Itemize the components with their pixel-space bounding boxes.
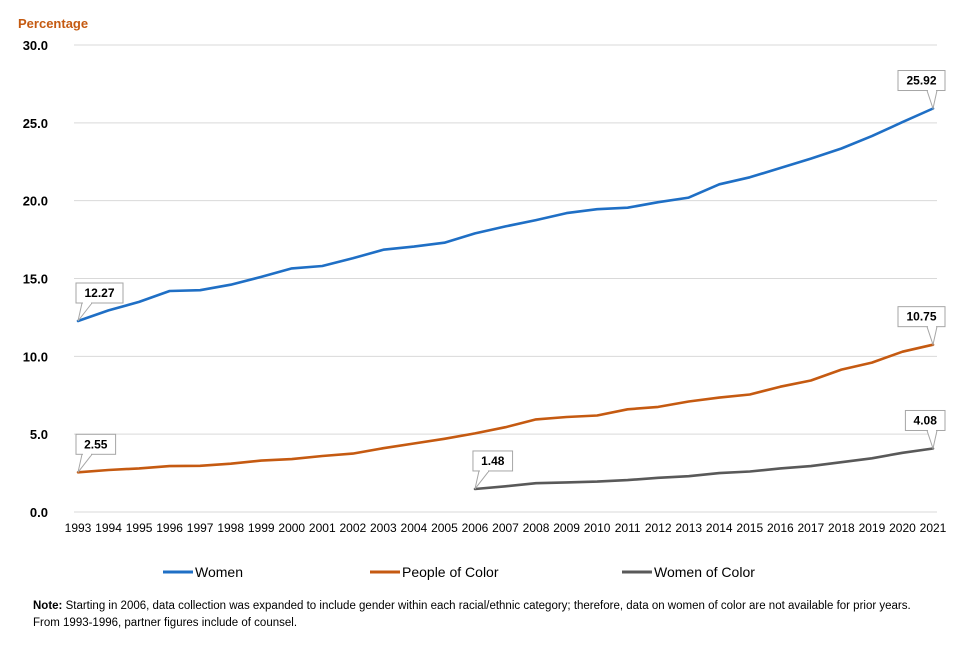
x-tick-label: 2005 bbox=[431, 521, 458, 535]
y-tick-label: 5.0 bbox=[30, 427, 48, 442]
footnote: Note: Starting in 2006, data collection … bbox=[33, 598, 923, 632]
callout-label: 10.75 bbox=[906, 310, 936, 324]
callout-label: 2.55 bbox=[84, 437, 108, 451]
x-tick-label: 2021 bbox=[920, 521, 947, 535]
x-tick-label: 1997 bbox=[187, 521, 214, 535]
series-line-women-of-color bbox=[473, 447, 935, 491]
x-tick-label: 2016 bbox=[767, 521, 794, 535]
callout-label: 25.92 bbox=[906, 74, 936, 88]
x-tick-label: 2010 bbox=[584, 521, 611, 535]
legend-label: Women of Color bbox=[654, 564, 755, 580]
y-tick-label: 30.0 bbox=[23, 38, 48, 53]
series-line-people-of-color bbox=[76, 343, 935, 474]
x-tick-label: 2017 bbox=[798, 521, 825, 535]
x-tick-label: 1998 bbox=[217, 521, 244, 535]
note-text: Starting in 2006, data collection was ex… bbox=[33, 600, 911, 629]
callout-label: 4.08 bbox=[914, 413, 938, 427]
data-callout: 10.75 bbox=[897, 306, 946, 347]
x-tick-label: 1993 bbox=[65, 521, 92, 535]
x-tick-label: 2013 bbox=[675, 521, 702, 535]
y-tick-label: 0.0 bbox=[30, 505, 48, 520]
legend-label: People of Color bbox=[402, 564, 499, 580]
series-lines bbox=[76, 107, 935, 491]
data-callout: 12.27 bbox=[75, 282, 124, 322]
y-tick-label: 20.0 bbox=[23, 194, 48, 209]
y-tick-label: 10.0 bbox=[23, 349, 48, 364]
x-tick-label: 2000 bbox=[278, 521, 305, 535]
y-tick-label: 15.0 bbox=[23, 272, 48, 287]
x-tick-label: 2009 bbox=[553, 521, 580, 535]
legend-label: Women bbox=[195, 564, 243, 580]
x-tick-label: 2004 bbox=[401, 521, 428, 535]
gridlines bbox=[74, 44, 937, 513]
data-callout: 1.48 bbox=[472, 450, 514, 490]
x-tick-label: 2015 bbox=[736, 521, 763, 535]
data-callouts: 12.27 25.92 2.55 10.75 1.48 4.08 bbox=[75, 70, 946, 490]
x-tick-label: 1999 bbox=[248, 521, 275, 535]
x-tick-label: 2008 bbox=[523, 521, 550, 535]
x-tick-label: 2012 bbox=[645, 521, 672, 535]
legend: Women People of Color Women of Color bbox=[163, 564, 755, 580]
x-tick-label: 2018 bbox=[828, 521, 855, 535]
x-tick-label: 2001 bbox=[309, 521, 336, 535]
callout-label: 1.48 bbox=[481, 454, 505, 468]
x-tick-label: 2011 bbox=[615, 521, 641, 535]
y-axis-title: Percentage bbox=[18, 16, 88, 31]
x-tick-label: 2020 bbox=[889, 521, 916, 535]
x-tick-label: 1995 bbox=[126, 521, 153, 535]
x-axis-ticks: 1993 1994 1995 1996 1997 1998 1999 2000 2001 2002… bbox=[65, 521, 947, 535]
data-callout: 25.92 bbox=[897, 70, 946, 111]
legend-item: Women bbox=[163, 564, 243, 580]
x-tick-label: 2014 bbox=[706, 521, 733, 535]
x-tick-label: 2007 bbox=[492, 521, 519, 535]
note-label: Note: bbox=[33, 600, 63, 612]
x-tick-label: 2019 bbox=[859, 521, 886, 535]
y-axis-ticks: 0.0 5.0 10.0 15.0 20.0 25.0 30.0 bbox=[23, 38, 48, 520]
data-callout: 2.55 bbox=[75, 433, 117, 473]
x-tick-label: 1994 bbox=[95, 521, 122, 535]
legend-item: Women of Color bbox=[622, 564, 755, 580]
x-tick-label: 2006 bbox=[462, 521, 489, 535]
line-chart: Percentage 0.0 5.0 10.0 15.0 20.0 25.0 30.0 19… bbox=[18, 16, 947, 580]
callout-label: 12.27 bbox=[84, 286, 114, 300]
x-tick-label: 2003 bbox=[370, 521, 397, 535]
x-tick-label: 2002 bbox=[339, 521, 366, 535]
legend-item: People of Color bbox=[370, 564, 499, 580]
data-callout: 4.08 bbox=[904, 409, 946, 451]
y-tick-label: 25.0 bbox=[23, 116, 48, 131]
series-line-women bbox=[76, 107, 935, 323]
x-tick-label: 1996 bbox=[156, 521, 183, 535]
